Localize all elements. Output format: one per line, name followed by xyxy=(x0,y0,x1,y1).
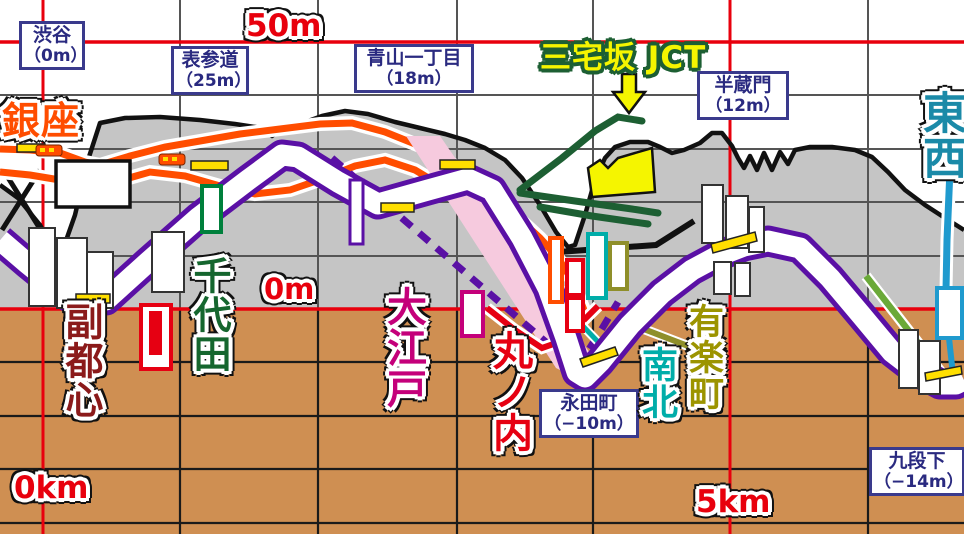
train-icon xyxy=(35,144,63,157)
line-name-chiyoda: 千代田 xyxy=(187,256,231,373)
down-arrow-icon xyxy=(610,72,648,116)
station-name: 渋谷 xyxy=(32,24,71,46)
line-name-oedo: 大江戸 xyxy=(380,286,426,409)
station-elevation: （0m） xyxy=(24,45,88,66)
line-name-yurakucho: 有楽町 xyxy=(683,303,723,411)
marunouchi-station-marker2 xyxy=(565,296,585,333)
line-name-marunouchi: 丸ノ内 xyxy=(486,330,532,453)
distance-label-0km: 0km xyxy=(14,470,89,506)
elevation-label-0m: 0m xyxy=(264,272,315,306)
miyakezaka-jct-label: 三宅坂 JCT xyxy=(540,40,707,76)
miyakezaka-jct-area xyxy=(586,146,657,199)
station-label-shibuya: 渋谷 （0m） xyxy=(19,21,88,71)
tozai-line xyxy=(939,145,958,385)
chiyoda-station-marker xyxy=(200,184,223,234)
station-label-aoyama-itchome: 青山一丁目 （18m） xyxy=(354,44,474,94)
tozai-station-marker xyxy=(935,286,964,340)
ginza-akasaka-marker xyxy=(548,236,564,304)
expressway-lines xyxy=(516,113,662,228)
station-elevation: （18m） xyxy=(376,68,452,89)
station-label-nagatacho: 永田町 （−10m） xyxy=(539,389,639,439)
yurakucho-station-marker xyxy=(608,241,629,291)
station-label-omotesando: 表参道 （25m） xyxy=(171,46,252,96)
oedo-station-marker xyxy=(460,290,485,338)
distance-label-5km: 5km xyxy=(696,484,771,520)
station-elevation: （25m） xyxy=(176,70,252,91)
line-name-ginza: 銀座 xyxy=(2,99,81,143)
station-name: 半蔵門 xyxy=(714,74,772,96)
station-markers xyxy=(139,184,964,371)
nanboku-station-marker xyxy=(586,232,608,300)
station-elevation: （12m） xyxy=(705,95,781,116)
station-elevation: （−10m） xyxy=(544,413,634,434)
station-name: 表参道 xyxy=(181,49,239,71)
line-name-fukutoshin: 副都心 xyxy=(59,302,103,419)
station-name: 九段下 xyxy=(888,450,946,472)
station-name: 青山一丁目 xyxy=(366,47,462,69)
station-platforms xyxy=(16,143,963,382)
station-label-hanzomon: 半蔵門 （12m） xyxy=(697,71,789,121)
station-name: 永田町 xyxy=(560,392,618,414)
train-icon xyxy=(158,153,186,166)
line-name-tozai: 東西 xyxy=(915,90,964,180)
station-label-kudanshita: 九段下 （−14m） xyxy=(869,447,964,497)
elevation-label-50m: 50m xyxy=(246,8,322,44)
marunouchi-station-marker xyxy=(565,258,585,297)
station-elevation: （−14m） xyxy=(874,471,964,492)
line-name-nanboku: 南北 xyxy=(636,346,677,420)
